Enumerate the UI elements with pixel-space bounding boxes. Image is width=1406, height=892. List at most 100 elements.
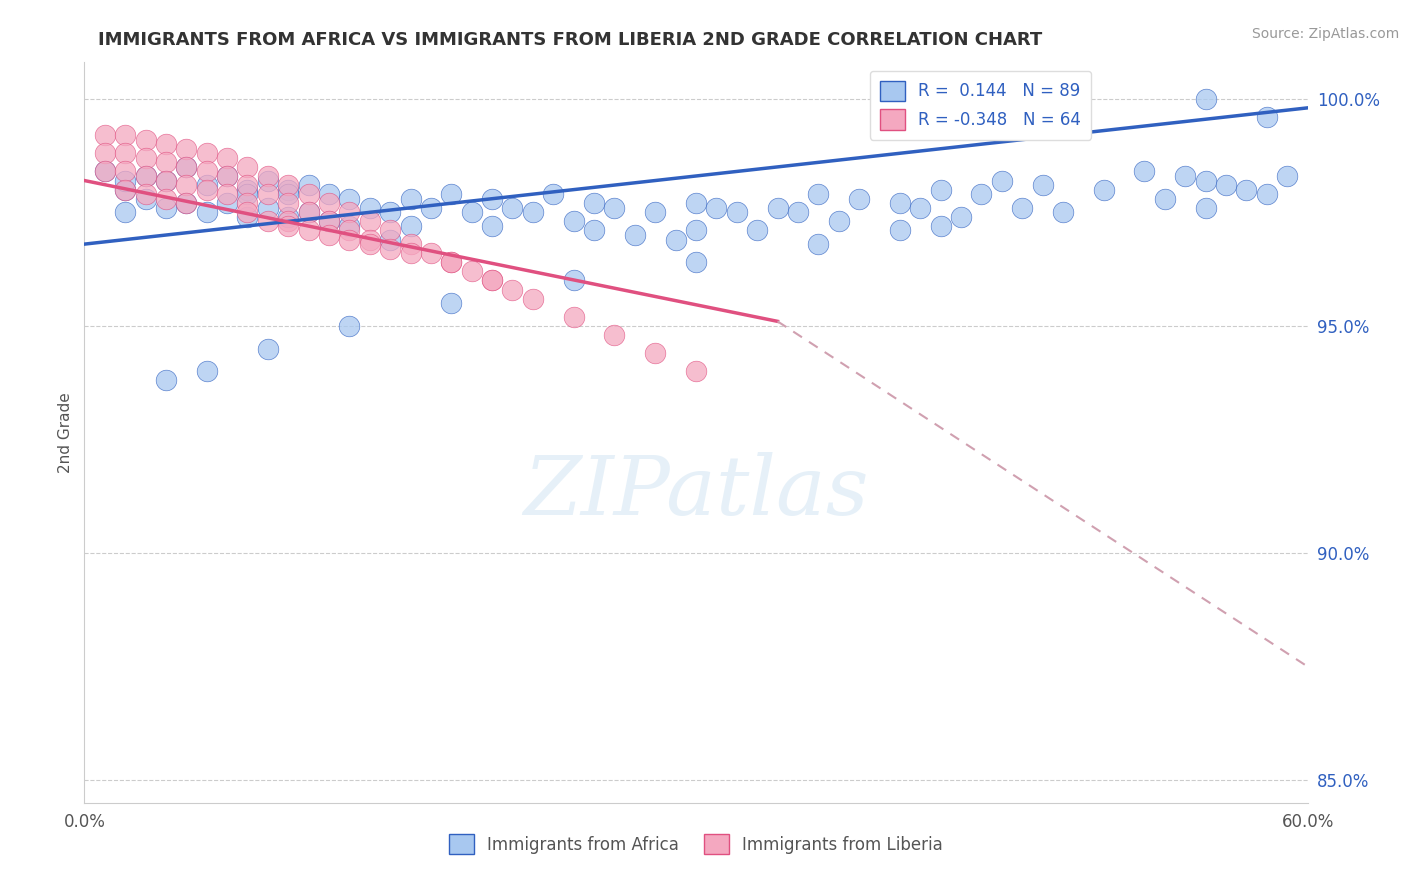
Point [562,310,585,324]
Point [114,128,136,142]
Point [195,164,218,178]
Point [114,164,136,178]
Point [236,196,259,211]
Point [848,192,870,206]
Point [174,196,197,211]
Point [174,142,197,156]
Point [155,192,177,206]
Point [399,219,422,233]
Point [603,328,626,343]
Point [399,246,422,260]
Point [359,233,381,247]
Point [236,183,259,197]
Point [1052,205,1074,219]
Point [685,364,707,378]
Point [93,164,115,178]
Point [135,151,157,165]
Text: Source: ZipAtlas.com: Source: ZipAtlas.com [1251,27,1399,41]
Text: ZIPatlas: ZIPatlas [523,452,869,532]
Point [624,227,647,242]
Point [135,169,157,183]
Point [725,205,748,219]
Point [1032,178,1054,192]
Point [298,187,321,202]
Point [277,219,299,233]
Point [1256,187,1278,202]
Point [298,178,321,192]
Point [174,178,197,192]
Point [135,192,157,206]
Point [1092,183,1115,197]
Point [277,183,299,197]
Point [217,169,239,183]
Point [339,223,361,237]
Point [889,196,911,211]
Point [706,201,728,215]
Point [461,264,484,278]
Point [807,187,830,202]
Point [828,214,851,228]
Point [380,205,402,219]
Point [461,205,484,219]
Point [665,233,688,247]
Point [380,223,402,237]
Point [1256,110,1278,124]
Point [155,137,177,152]
Point [950,210,973,224]
Point [318,187,340,202]
Point [440,187,463,202]
Point [257,169,280,183]
Point [277,196,299,211]
Point [420,246,443,260]
Point [135,187,157,202]
Point [155,201,177,215]
Point [174,160,197,174]
Point [114,183,136,197]
Point [359,237,381,252]
Point [685,223,707,237]
Point [1195,173,1218,187]
Point [685,196,707,211]
Point [298,223,321,237]
Point [257,201,280,215]
Point [583,223,606,237]
Point [257,342,280,356]
Point [277,178,299,192]
Point [277,187,299,202]
Point [522,292,544,306]
Point [174,160,197,174]
Point [257,187,280,202]
Point [440,255,463,269]
Point [339,233,361,247]
Point [114,183,136,197]
Point [114,146,136,161]
Point [787,205,810,219]
Point [257,173,280,187]
Point [1236,183,1258,197]
Point [481,273,503,287]
Point [562,273,585,287]
Point [339,205,361,219]
Point [685,255,707,269]
Point [440,296,463,310]
Point [195,364,218,378]
Point [991,173,1014,187]
Point [1133,164,1156,178]
Point [195,178,218,192]
Point [929,219,952,233]
Point [236,210,259,224]
Point [929,183,952,197]
Point [217,151,239,165]
Point [359,214,381,228]
Point [1011,201,1033,215]
Point [277,210,299,224]
Point [236,187,259,202]
Point [135,133,157,147]
Point [522,205,544,219]
Point [155,155,177,169]
Point [644,205,666,219]
Point [889,223,911,237]
Point [236,160,259,174]
Point [318,227,340,242]
Y-axis label: 2nd Grade: 2nd Grade [58,392,73,473]
